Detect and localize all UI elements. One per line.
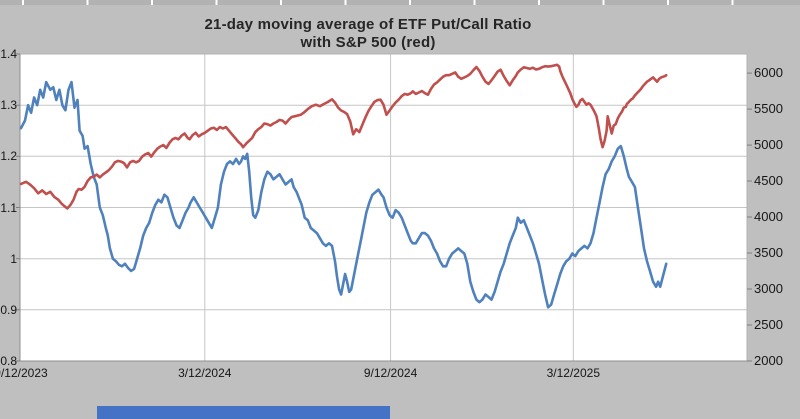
right-axis-tick-label: 2500 (754, 317, 783, 332)
putcall-series-line (19, 80, 668, 309)
right-axis-tick-label: 4000 (754, 209, 783, 225)
left-axis-tick-label: 1.3 (0, 98, 17, 113)
right-axis-tick-label: 3000 (754, 281, 783, 297)
chart-title-line2: with S&P 500 (red) (300, 34, 436, 51)
x-axis-tick-label: 3/12/2024 (178, 366, 232, 380)
left-axis-tick-label: 0.8 (0, 354, 17, 368)
right-axis-tick-label: 2000 (754, 353, 783, 368)
left-axis-tick-label: 1.2 (0, 149, 17, 164)
right-axis-tick-label: 3500 (754, 245, 783, 261)
spreadsheet-cells-edge (0, 0, 800, 5)
sp500-series-line (19, 63, 668, 210)
x-axis-tick-label: 3/12/2025 (546, 366, 600, 380)
left-axis-tick-label: 1.1 (0, 200, 17, 215)
right-axis-tick-label: 5500 (754, 101, 783, 117)
left-axis-tick-label: 1 (10, 251, 17, 266)
right-axis-tick-label: 4500 (754, 173, 783, 189)
left-axis-tick-label: 0.9 (0, 302, 17, 317)
x-axis-tick-label: 9/12/2024 (363, 366, 418, 380)
horizontal-scrollbar-thumb[interactable] (97, 406, 390, 419)
left-axis-tick-label: 1.4 (0, 47, 17, 61)
right-axis-tick-label: 5000 (754, 137, 783, 153)
x-axis-tick-label: 9/12/2023 (0, 366, 48, 380)
right-axis-tick-label: 6000 (754, 65, 783, 81)
chart-title-line1: 21-day moving average of ETF Put/Call Ra… (204, 16, 532, 33)
